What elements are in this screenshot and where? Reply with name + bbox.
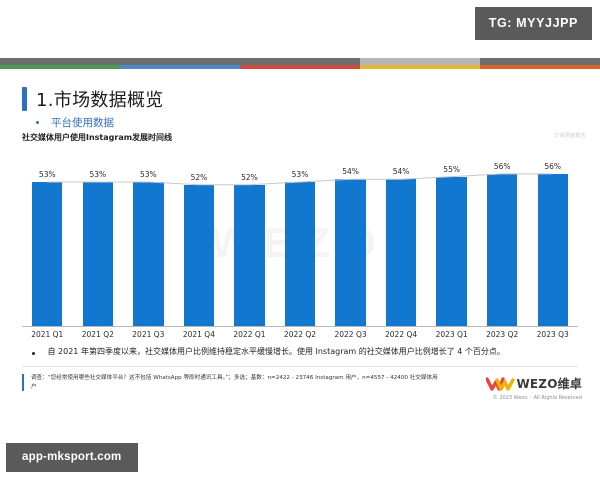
bar: [436, 176, 467, 326]
footer: 调查：“您经常使用哪些社交媒体平台？这不包括 WhatsApp 等即时通讯工具。…: [22, 374, 582, 401]
x-axis-label-7: 2022 Q3: [334, 330, 367, 339]
bar-column: 53%: [123, 146, 174, 326]
bar-column: 53%: [22, 146, 73, 326]
x-axis-label-6: 2022 Q2: [283, 330, 317, 339]
bar-chart: WEZO 53%53%53%52%52%53%54%54%55%56%56%: [22, 146, 578, 326]
insight-text: 自 2021 年第四季度以来，社交媒体用户比例维持稳定水平缓慢增长。使用 Ins…: [47, 347, 505, 356]
bar: [32, 182, 63, 326]
page-title: 1.市场数据概览: [36, 90, 164, 111]
chart-plot-area: 53% 53% 53% 52% 52% 53% 54% 54% 55% 56% 56%: [22, 146, 578, 326]
chart-note: 订阅预装报告: [554, 133, 586, 139]
bar: [487, 173, 518, 326]
insight-row: 自 2021 年第四季度以来，社交媒体用户比例维持稳定水平缓慢增长。使用 Ins…: [32, 346, 582, 358]
slide-canvas: 1.市场数据概览 平台使用数据 社交媒体用户使用Instagram发展时间线 订…: [0, 58, 600, 420]
subtitle-row: 平台使用数据: [36, 115, 114, 130]
bar-value-label: 53%: [89, 170, 107, 180]
ribbon-segment-5: [480, 58, 600, 69]
x-axis-label-4: 2021 Q4: [182, 330, 215, 339]
top-color-ribbon: [0, 58, 600, 69]
x-axis-label-8: 2022 Q4: [385, 330, 418, 339]
bar-column: 53%: [73, 146, 124, 326]
title-row: 1.市场数据概览: [22, 86, 164, 112]
ribbon-segment-4: [360, 58, 480, 69]
brand-name: WEZO维卓: [516, 377, 582, 391]
bar-column: 55%: [426, 146, 477, 326]
chart-title: 社交媒体用户使用Instagram发展时间线: [22, 133, 173, 142]
bar-column: 54%: [325, 146, 376, 326]
x-axis-label-11: 2023 Q3: [536, 330, 569, 339]
bar: [82, 182, 113, 326]
x-axis-label-5: 2022 Q1: [233, 330, 266, 339]
ribbon-segment-2: [120, 58, 240, 69]
bar-value-label: 56%: [493, 161, 511, 171]
bar-value-label: 54%: [392, 167, 410, 177]
x-axis-labels: 2021 Q1 2021 Q2 2021 Q3 2021 Q4 2022 Q1 2022 …: [22, 330, 578, 339]
wezo-logo-icon: [486, 376, 516, 391]
copyright-text: © 2023 Wezo. - All Rights Reserved: [492, 395, 582, 401]
bar-column: 54%: [376, 146, 427, 326]
source-note-text: 调查：“您经常使用哪些社交媒体平台？这不包括 WhatsApp 等即时通讯工具。…: [31, 375, 438, 390]
bar-value-label: 55%: [443, 164, 460, 174]
bar-column: 52%: [174, 146, 225, 326]
x-axis-label-1: 2021 Q1: [31, 330, 64, 339]
telegram-handle-badge: TG: MYYJJPP: [474, 7, 592, 40]
bar-value-label: 53%: [38, 170, 56, 180]
x-axis-label-2: 2021 Q2: [81, 330, 114, 339]
bar: [284, 182, 316, 326]
bar: [335, 179, 366, 326]
bar-value-label: 54%: [342, 167, 359, 177]
bar-value-label: 53%: [140, 170, 157, 180]
ribbon-segment-3: [240, 58, 360, 69]
bar-value-label: 53%: [291, 170, 309, 180]
x-axis-line: [22, 326, 578, 327]
x-axis-label-3: 2021 Q3: [132, 330, 165, 339]
bar: [133, 182, 164, 326]
brand-row: WEZO维卓: [486, 375, 582, 392]
bar: [537, 173, 568, 326]
source-note-block: 调查：“您经常使用哪些社交媒体平台？这不包括 WhatsApp 等即时通讯工具。…: [22, 374, 442, 392]
bar-value-label: 56%: [544, 161, 562, 171]
bar: [385, 179, 417, 326]
bar: [183, 184, 215, 326]
bar-value-label: 52%: [190, 172, 208, 182]
bar: [234, 184, 265, 326]
bullet-icon: [36, 121, 39, 124]
footer-divider: [22, 366, 578, 367]
site-watermark: app-mksport.com: [6, 443, 138, 472]
bullet-icon: [32, 352, 35, 355]
bar-value-label: 52%: [241, 172, 258, 182]
bar-column: 56%: [477, 146, 528, 326]
bar-column: 53%: [275, 146, 326, 326]
bar-column: 52%: [224, 146, 275, 326]
source-accent-bar: [22, 374, 24, 392]
brand-block: WEZO维卓 © 2023 Wezo. - All Rights Reserve…: [486, 374, 582, 401]
x-axis-label-9: 2023 Q1: [435, 330, 468, 339]
ribbon-segment-1: [0, 58, 120, 69]
bar-column: 56%: [527, 146, 578, 326]
subtitle-label: 平台使用数据: [51, 117, 114, 129]
title-accent-bar: [22, 87, 27, 111]
x-axis-label-10: 2023 Q2: [486, 330, 519, 339]
